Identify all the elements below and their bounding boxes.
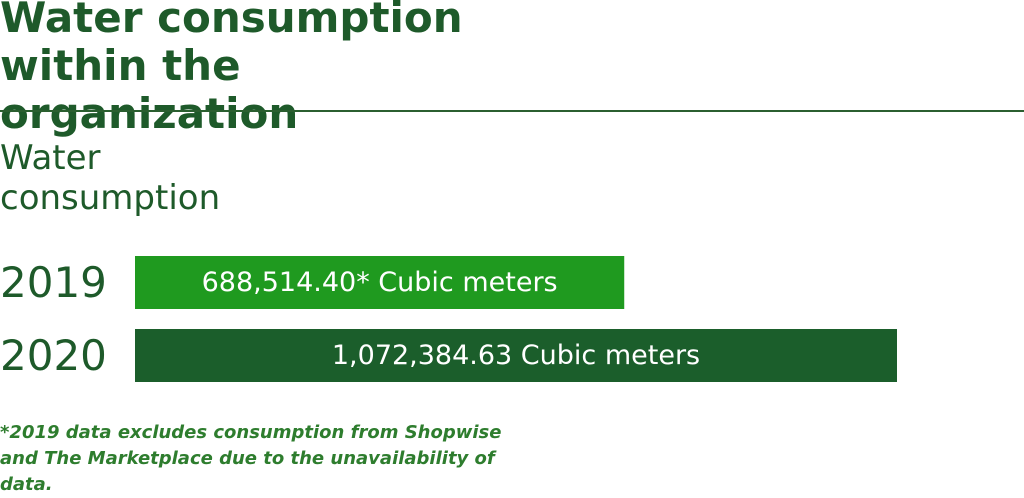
category-label: 2019 bbox=[0, 258, 107, 307]
chart-title: Water consumption within the organizatio… bbox=[0, 0, 463, 138]
value-label: 1,072,384.63 Cubic meters bbox=[332, 340, 700, 371]
divider bbox=[0, 110, 1024, 112]
chart: 2019 688,514.40* Cubic meters 2020 1,072,38… bbox=[0, 256, 897, 382]
chart-subtitle: Water consumption bbox=[0, 138, 221, 218]
category-label: 2020 bbox=[0, 331, 107, 380]
bar bbox=[135, 329, 897, 382]
footnote: *2019 data excludes consumption from Sho… bbox=[0, 422, 502, 495]
bar bbox=[135, 256, 625, 309]
value-label: 688,514.40* Cubic meters bbox=[202, 267, 558, 298]
